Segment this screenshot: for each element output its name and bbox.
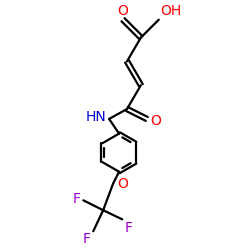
Text: O: O xyxy=(117,4,128,18)
Text: F: F xyxy=(124,220,132,234)
Text: OH: OH xyxy=(160,4,182,18)
Text: O: O xyxy=(117,177,128,191)
Text: HN: HN xyxy=(86,110,107,124)
Text: F: F xyxy=(83,232,91,246)
Text: F: F xyxy=(73,192,81,206)
Text: O: O xyxy=(150,114,161,128)
